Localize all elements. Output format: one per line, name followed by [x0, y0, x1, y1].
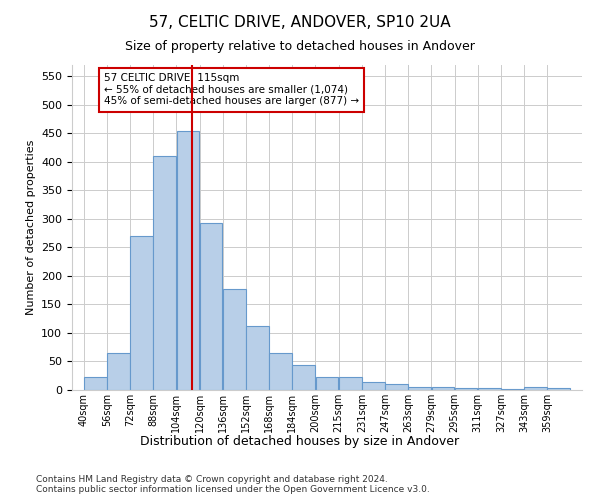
- Bar: [409, 386, 431, 390]
- Bar: [223, 288, 245, 390]
- Bar: [246, 326, 269, 390]
- Bar: [501, 389, 524, 390]
- Bar: [107, 353, 130, 390]
- Bar: [339, 377, 362, 390]
- Bar: [455, 388, 478, 390]
- Bar: [84, 378, 107, 390]
- Bar: [316, 377, 338, 390]
- Text: Size of property relative to detached houses in Andover: Size of property relative to detached ho…: [125, 40, 475, 53]
- Bar: [547, 388, 570, 390]
- Bar: [154, 156, 176, 390]
- Bar: [130, 236, 153, 390]
- Bar: [524, 387, 547, 390]
- Text: Distribution of detached houses by size in Andover: Distribution of detached houses by size …: [140, 435, 460, 448]
- Text: 57 CELTIC DRIVE: 115sqm
← 55% of detached houses are smaller (1,074)
45% of semi: 57 CELTIC DRIVE: 115sqm ← 55% of detache…: [104, 73, 359, 106]
- Text: 57, CELTIC DRIVE, ANDOVER, SP10 2UA: 57, CELTIC DRIVE, ANDOVER, SP10 2UA: [149, 15, 451, 30]
- Bar: [269, 353, 292, 390]
- Bar: [200, 223, 223, 390]
- Bar: [362, 382, 385, 390]
- Bar: [478, 388, 500, 390]
- Bar: [292, 366, 315, 390]
- Bar: [385, 384, 408, 390]
- Bar: [176, 130, 199, 390]
- Text: Contains HM Land Registry data © Crown copyright and database right 2024.
Contai: Contains HM Land Registry data © Crown c…: [36, 475, 430, 494]
- Y-axis label: Number of detached properties: Number of detached properties: [26, 140, 35, 315]
- Bar: [431, 386, 454, 390]
